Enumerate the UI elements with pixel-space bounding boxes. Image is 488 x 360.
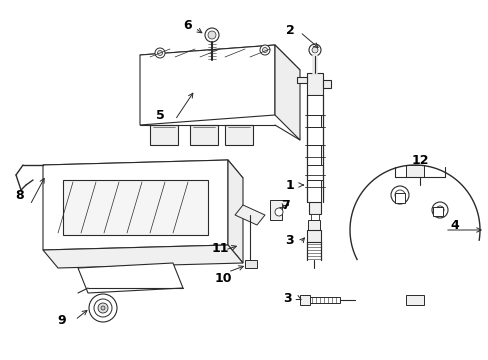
Circle shape [101,306,105,310]
Circle shape [394,190,404,200]
Text: 8: 8 [16,189,24,202]
Bar [306,95,323,115]
Polygon shape [43,245,243,268]
Polygon shape [43,160,227,250]
Bar [432,207,442,216]
Text: 3: 3 [282,292,291,305]
Bar [310,214,318,222]
Polygon shape [78,263,183,293]
Bar [309,297,339,303]
Text: 9: 9 [58,314,66,327]
Bar [306,230,320,242]
Text: 5: 5 [155,108,164,122]
Bar [306,165,323,180]
Circle shape [98,303,108,313]
Bar [323,80,330,88]
Circle shape [435,206,443,214]
Text: 3: 3 [285,234,294,247]
Circle shape [89,294,117,322]
Circle shape [390,186,408,204]
Text: 7: 7 [280,198,289,212]
Bar [306,145,320,165]
Circle shape [262,48,267,53]
Polygon shape [274,45,299,140]
Circle shape [94,299,112,317]
Polygon shape [235,205,264,225]
Polygon shape [224,125,252,145]
Text: 4: 4 [450,219,458,231]
Circle shape [207,31,216,39]
Circle shape [431,202,447,218]
Bar [296,77,306,83]
Bar [308,202,320,214]
Text: 11: 11 [211,242,228,255]
Circle shape [311,47,317,53]
Text: 6: 6 [183,18,192,32]
Circle shape [260,45,269,55]
Circle shape [155,48,164,58]
Bar [306,127,323,145]
Bar [299,295,309,305]
Bar [405,165,423,177]
Bar [405,295,423,305]
Text: 1: 1 [285,179,294,192]
Bar [244,260,257,268]
Circle shape [308,44,320,56]
Text: 12: 12 [410,153,428,166]
Polygon shape [269,200,287,220]
Polygon shape [140,45,299,80]
Circle shape [157,50,162,55]
Polygon shape [63,180,207,235]
Text: 2: 2 [285,23,294,36]
Bar [306,73,323,95]
Polygon shape [227,160,243,263]
Bar [306,180,320,202]
Bar [307,220,319,230]
Bar [394,193,404,203]
Polygon shape [190,125,218,145]
Polygon shape [140,45,274,125]
Bar [306,115,320,127]
Text: 10: 10 [214,271,231,284]
Polygon shape [150,125,178,145]
Circle shape [274,208,283,216]
Circle shape [204,28,219,42]
Polygon shape [43,160,243,183]
